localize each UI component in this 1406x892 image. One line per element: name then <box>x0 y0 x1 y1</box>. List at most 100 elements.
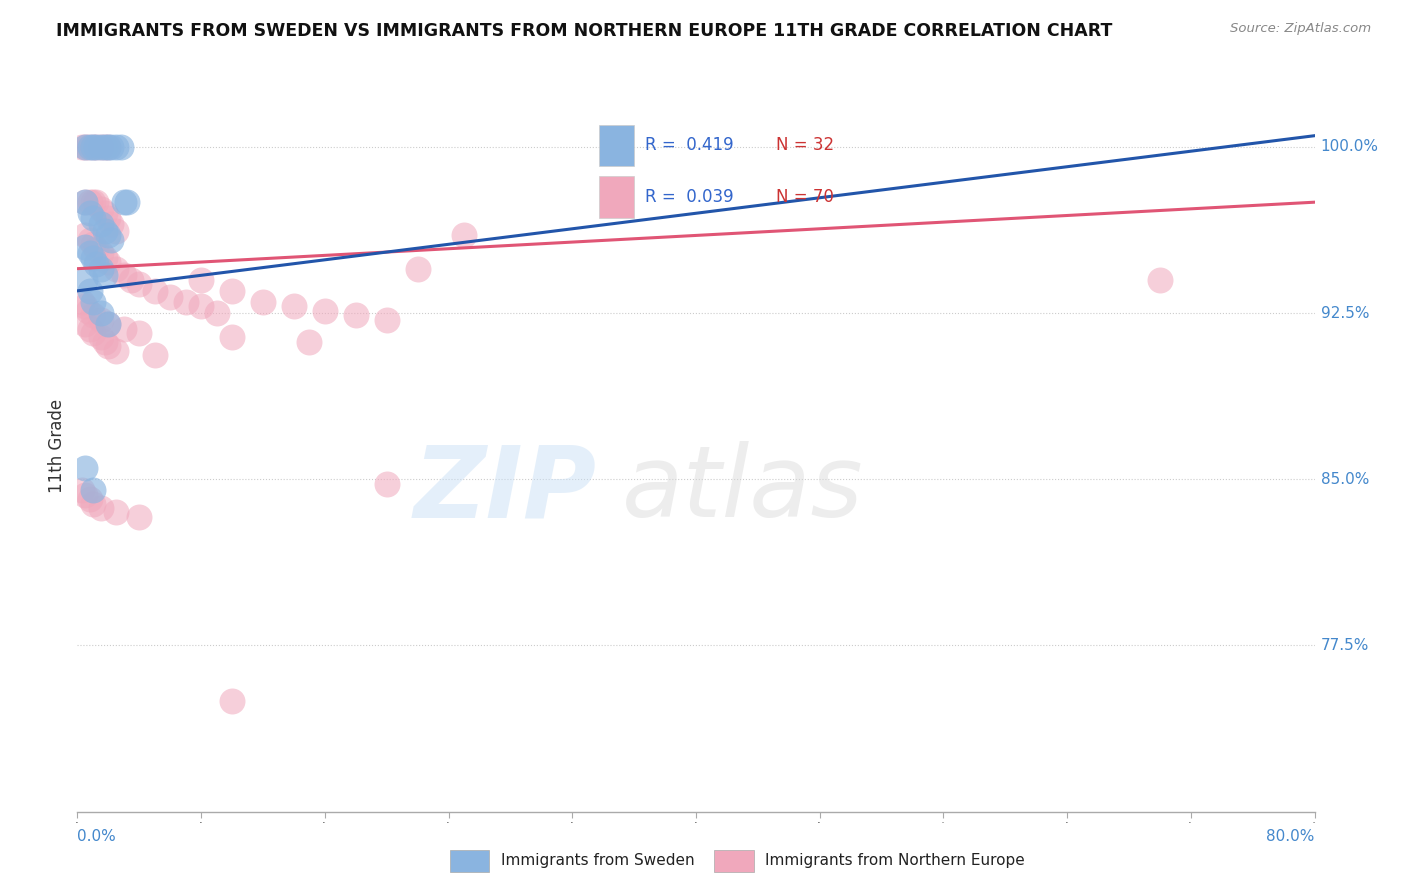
Point <box>75 195 96 210</box>
Point <box>82 140 104 154</box>
Point <box>105 140 127 154</box>
Point <box>90 246 111 260</box>
Text: 92.5%: 92.5% <box>1320 306 1369 320</box>
Text: Source: ZipAtlas.com: Source: ZipAtlas.com <box>1230 22 1371 36</box>
Point <box>94 251 117 265</box>
Point <box>77 140 100 154</box>
Point <box>94 334 117 349</box>
Point <box>97 211 120 225</box>
Text: 100.0%: 100.0% <box>1320 139 1379 154</box>
Text: R =  0.419: R = 0.419 <box>645 136 734 154</box>
Point <box>221 330 243 344</box>
Point <box>75 317 96 331</box>
Bar <box>599 176 634 218</box>
Point <box>110 140 132 154</box>
Point <box>283 299 305 313</box>
Point <box>82 211 104 225</box>
Text: ZIP: ZIP <box>413 442 598 539</box>
Point <box>82 294 104 309</box>
Point <box>90 140 111 154</box>
Point <box>115 195 138 210</box>
Point <box>375 312 398 326</box>
Point <box>105 224 127 238</box>
Point <box>82 326 104 340</box>
Point <box>406 261 429 276</box>
Point <box>82 140 104 154</box>
Point <box>190 299 212 313</box>
Text: 85.0%: 85.0% <box>1320 472 1369 487</box>
Point <box>143 284 166 298</box>
Point <box>70 294 93 309</box>
Point <box>75 228 96 243</box>
Point <box>190 273 212 287</box>
Point <box>105 261 127 276</box>
Point <box>90 261 111 276</box>
Point <box>221 694 243 708</box>
Point <box>143 348 166 362</box>
Point <box>79 206 101 220</box>
Point <box>112 321 135 335</box>
Point <box>90 202 111 216</box>
Text: 77.5%: 77.5% <box>1320 638 1369 653</box>
Bar <box>714 849 754 872</box>
Point <box>94 206 117 220</box>
Point <box>79 195 101 210</box>
Point <box>105 506 127 520</box>
Point <box>84 195 107 210</box>
Point <box>84 140 107 154</box>
Point <box>82 308 104 322</box>
Point <box>97 317 120 331</box>
Point <box>79 233 101 247</box>
Point <box>97 140 120 154</box>
Point <box>128 277 150 292</box>
Point <box>314 303 336 318</box>
Bar <box>599 125 634 166</box>
Point <box>121 273 143 287</box>
Point <box>79 492 101 507</box>
Point <box>77 303 100 318</box>
Point <box>82 497 104 511</box>
Point <box>75 461 96 475</box>
Point <box>97 228 120 243</box>
Point <box>82 251 104 265</box>
Text: N = 32: N = 32 <box>776 136 834 154</box>
Point <box>79 284 101 298</box>
Point <box>94 268 117 283</box>
Point <box>75 239 96 253</box>
Point <box>90 306 111 320</box>
Point <box>75 299 96 313</box>
Point <box>84 257 107 271</box>
Point <box>75 273 96 287</box>
Point <box>94 140 117 154</box>
Point <box>75 488 96 502</box>
Point <box>82 237 104 252</box>
Point <box>70 140 93 154</box>
Point <box>75 140 96 154</box>
Point <box>100 140 122 154</box>
Point <box>90 140 111 154</box>
Point <box>90 501 111 516</box>
Point <box>79 321 101 335</box>
Point <box>344 308 367 322</box>
Point <box>112 268 135 283</box>
Point <box>205 306 228 320</box>
Text: N = 70: N = 70 <box>776 188 834 206</box>
Point <box>100 233 122 247</box>
Text: 80.0%: 80.0% <box>1267 830 1315 845</box>
Point <box>79 246 101 260</box>
Point <box>105 343 127 358</box>
Point <box>97 339 120 353</box>
Point <box>94 224 117 238</box>
Point <box>84 140 107 154</box>
Point <box>252 294 274 309</box>
Point <box>90 330 111 344</box>
Point <box>453 228 475 243</box>
Point <box>159 291 181 305</box>
Point <box>128 510 150 524</box>
Point <box>75 195 96 210</box>
Point <box>128 326 150 340</box>
Point <box>97 317 120 331</box>
Point <box>100 218 122 232</box>
Point <box>94 140 117 154</box>
Point <box>84 242 107 256</box>
